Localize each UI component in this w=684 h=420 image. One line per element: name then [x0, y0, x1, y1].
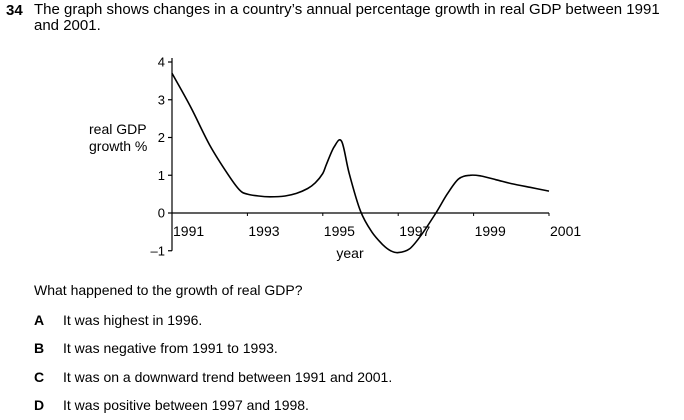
question-number: 34: [6, 2, 23, 19]
option-b-text[interactable]: It was negative from 1991 to 1993.: [63, 340, 278, 356]
x-tick-label: 1997: [399, 223, 430, 239]
x-tick-label: 1993: [248, 223, 279, 239]
y-axis-label-line2: growth %: [89, 138, 147, 154]
y-tick-label: 0: [158, 206, 165, 221]
y-axis-label-line1: real GDP: [89, 121, 147, 137]
y-tick-label: 3: [158, 92, 165, 107]
question-prompt: What happened to the growth of real GDP?: [34, 282, 303, 298]
x-tick-label: 1991: [173, 223, 204, 239]
x-axis-label: year: [336, 245, 364, 261]
chart-ticks: 4 3 2 1 0 –1 1991 1993 1995 1997 1999 2001: [151, 55, 582, 259]
option-a-letter: A: [34, 312, 45, 328]
chart-axes: [171, 58, 549, 251]
y-tick-label: –1: [151, 243, 165, 258]
y-tick-label: 4: [158, 55, 165, 70]
x-tick-label: 1999: [475, 223, 506, 239]
y-tick-label: 1: [158, 168, 165, 183]
x-tick-label: 2001: [550, 223, 581, 239]
gdp-growth-line: [171, 72, 550, 254]
x-tick-label: 1995: [324, 223, 355, 239]
option-b-letter: B: [34, 340, 45, 356]
option-d-text[interactable]: It was positive between 1997 and 1998.: [63, 397, 309, 413]
option-c-letter: C: [34, 369, 45, 385]
y-tick-label: 2: [158, 130, 165, 145]
option-c-text[interactable]: It was on a downward trend between 1991 …: [63, 369, 393, 385]
option-a-text[interactable]: It was highest in 1996.: [63, 312, 203, 328]
option-d-letter: D: [34, 397, 45, 413]
gdp-growth-chart: 4 3 2 1 0 –1 1991 1993 1995 1997 1999 2001 real GDP…: [89, 55, 582, 262]
question-stem: The graph shows changes in a country’s a…: [34, 1, 660, 34]
